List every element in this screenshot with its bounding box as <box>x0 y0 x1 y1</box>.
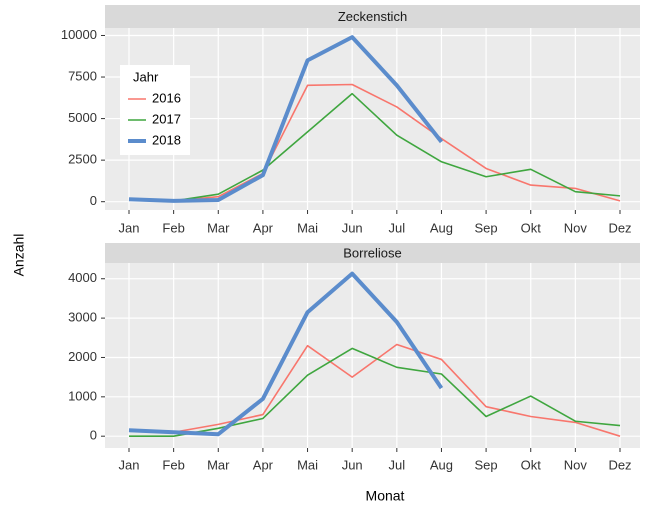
legend-label: 2017 <box>152 111 181 126</box>
y-tick-label: 0 <box>90 193 97 208</box>
panel-title: Zeckenstich <box>338 9 407 24</box>
y-tick-label: 2500 <box>68 152 97 167</box>
y-tick-label: 10000 <box>61 27 97 42</box>
x-tick-label: Mar <box>207 457 230 472</box>
x-tick-label: Apr <box>253 220 274 235</box>
x-tick-label: Sep <box>475 220 498 235</box>
series-line <box>128 92 621 202</box>
x-tick-label: Aug <box>430 220 453 235</box>
x-tick-label: Okt <box>521 457 542 472</box>
x-tick-label: Jan <box>119 220 140 235</box>
series-line <box>128 35 444 203</box>
x-tick-label: Okt <box>521 220 542 235</box>
panel-title: Borreliose <box>343 245 402 260</box>
x-tick-label: Jul <box>389 220 406 235</box>
legend-title: Jahr <box>133 69 159 84</box>
y-axis-label: Anzahl <box>11 234 27 277</box>
x-axis-label: Monat <box>366 488 405 504</box>
x-tick-label: Sep <box>475 457 498 472</box>
x-tick-label: Nov <box>564 457 588 472</box>
x-tick-label: Mai <box>297 220 318 235</box>
series-line <box>128 271 444 437</box>
x-tick-label: Dez <box>608 457 631 472</box>
y-tick-label: 7500 <box>68 68 97 83</box>
x-tick-label: Mai <box>297 457 318 472</box>
x-tick-label: Apr <box>253 457 274 472</box>
y-tick-label: 2000 <box>68 349 97 364</box>
x-tick-label: Mar <box>207 220 230 235</box>
y-tick-label: 5000 <box>68 110 97 125</box>
series-line <box>128 83 621 202</box>
x-tick-label: Dez <box>608 220 631 235</box>
legend-label: 2018 <box>152 132 181 147</box>
legend-label: 2016 <box>152 90 181 105</box>
x-tick-label: Feb <box>162 457 184 472</box>
y-tick-label: 3000 <box>68 310 97 325</box>
x-tick-label: Jul <box>389 457 406 472</box>
strip <box>105 5 640 28</box>
y-tick-label: 0 <box>90 428 97 443</box>
x-tick-label: Jan <box>119 457 140 472</box>
x-tick-label: Nov <box>564 220 588 235</box>
x-tick-label: Jun <box>342 220 363 235</box>
y-tick-label: 1000 <box>68 388 97 403</box>
x-tick-label: Aug <box>430 457 453 472</box>
strip <box>105 243 640 263</box>
x-tick-label: Jun <box>342 457 363 472</box>
series-line <box>129 347 621 437</box>
series-line <box>128 343 621 437</box>
y-tick-label: 4000 <box>68 270 97 285</box>
x-tick-label: Feb <box>162 220 184 235</box>
